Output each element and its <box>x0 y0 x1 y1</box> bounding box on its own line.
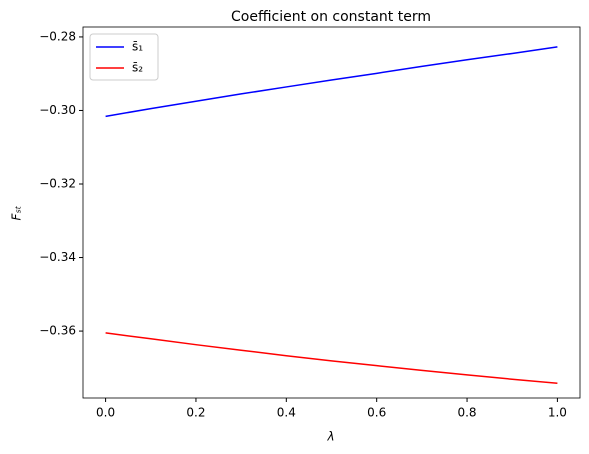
y-axis-label: Fₛₜ <box>10 205 24 220</box>
x-tick-label: 0.6 <box>367 406 386 420</box>
plot-frame <box>82 26 581 399</box>
legend-label: s̄₁ <box>132 40 143 54</box>
y-tick-label: −0.30 <box>39 103 76 117</box>
series-line <box>105 332 558 385</box>
legend-label: s̄₂ <box>132 61 143 75</box>
y-tick-label: −0.32 <box>39 177 76 191</box>
y-tick-label: −0.34 <box>39 250 76 264</box>
x-tick-label: 0.8 <box>457 406 476 420</box>
legend-box <box>89 33 159 81</box>
series-line <box>105 46 558 118</box>
y-tick-label: −0.36 <box>39 324 76 338</box>
x-tick-label: 0.4 <box>277 406 296 420</box>
x-axis-label: λ <box>326 430 334 444</box>
x-tick-label: 0.2 <box>186 406 205 420</box>
x-tick-label: 0.0 <box>96 406 115 420</box>
x-tick-label: 1.0 <box>548 406 567 420</box>
chart-title: Coefficient on constant term <box>231 9 431 25</box>
y-tick-label: −0.28 <box>39 29 76 43</box>
